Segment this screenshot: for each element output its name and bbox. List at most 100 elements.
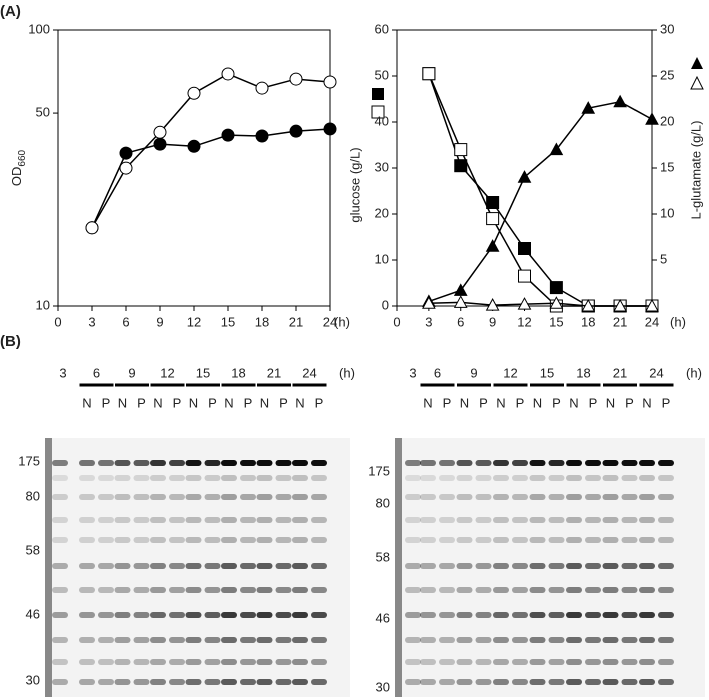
- time-label: 18: [576, 365, 590, 380]
- gel-band: [456, 637, 473, 643]
- mw-marker: 46: [376, 610, 390, 625]
- gel-band: [240, 679, 256, 685]
- ladder-strip: [45, 438, 52, 697]
- mw-marker: 58: [376, 549, 390, 564]
- gel-band: [204, 494, 221, 500]
- gel-band: [185, 637, 202, 643]
- lane-label: N: [153, 395, 162, 410]
- time-unit: (h): [339, 365, 355, 380]
- gel-band: [621, 475, 638, 481]
- gel-band: [292, 494, 308, 500]
- gel-band: [311, 587, 327, 593]
- gel-band: [529, 637, 546, 643]
- data-point: [518, 269, 531, 283]
- gel-band: [658, 537, 674, 543]
- time-label: 21: [613, 365, 627, 380]
- gel-band: [221, 659, 237, 665]
- gel-band: [292, 587, 308, 593]
- gel-band: [150, 587, 166, 593]
- gel-band: [98, 612, 114, 618]
- gel-band: [169, 563, 185, 569]
- mw-marker: 80: [376, 495, 390, 510]
- lane-label: P: [662, 395, 671, 410]
- gel-band: [79, 637, 95, 643]
- lane-label: N: [224, 395, 233, 410]
- y-axis-label: OD660: [9, 149, 27, 186]
- y2-tick-label: 10: [660, 205, 674, 220]
- gel-band: [256, 517, 273, 523]
- gel-band: [658, 637, 674, 643]
- time-label: 6: [434, 365, 441, 380]
- gel-band: [548, 637, 565, 643]
- gel-band: [221, 537, 237, 543]
- gel-band: [439, 637, 455, 643]
- gel-band: [439, 563, 455, 569]
- time-label: 15: [540, 365, 554, 380]
- y2-tick-label: 15: [660, 159, 674, 174]
- x-tick-label: 12: [187, 314, 201, 329]
- data-point: [187, 86, 201, 100]
- gel-band: [133, 659, 150, 665]
- gel-band: [639, 637, 655, 643]
- lane-label: P: [315, 395, 324, 410]
- gel-band: [658, 659, 674, 665]
- gel-band: [512, 612, 528, 618]
- gel-band: [79, 587, 95, 593]
- gel-band: [114, 460, 131, 466]
- gel-band: [621, 517, 638, 523]
- data-point: [454, 143, 468, 157]
- gel-band: [548, 517, 565, 523]
- gel-band: [512, 537, 528, 543]
- gel-band: [204, 537, 221, 543]
- gel-band: [150, 612, 166, 618]
- gel-band: [169, 494, 185, 500]
- gel-band: [52, 587, 68, 593]
- y-tick-label: 10: [36, 297, 50, 312]
- gel-band: [52, 475, 68, 481]
- gel-band: [150, 659, 166, 665]
- gel-band: [240, 637, 256, 643]
- gel-band: [420, 659, 436, 665]
- gel-band: [439, 517, 455, 523]
- gel-band: [420, 679, 436, 685]
- y2-tick-label: 25: [660, 67, 674, 82]
- gel-band: [405, 659, 421, 665]
- gel-band: [566, 537, 582, 543]
- y-tick-label: 30: [375, 159, 389, 174]
- gel-band: [311, 659, 327, 665]
- gel-band: [133, 679, 150, 685]
- gel-band: [185, 494, 202, 500]
- data-point: [323, 75, 337, 89]
- gel-band: [405, 460, 421, 466]
- gel-band: [221, 679, 237, 685]
- gel-band: [133, 517, 150, 523]
- gel-band: [256, 475, 273, 481]
- lane-label: N: [260, 395, 269, 410]
- gel-band: [456, 612, 473, 618]
- gel-band: [292, 563, 308, 569]
- gel-band: [529, 537, 546, 543]
- gel-band: [114, 475, 131, 481]
- gel-band: [256, 460, 273, 466]
- gel-band: [621, 537, 638, 543]
- gel-band: [621, 679, 638, 685]
- gel-band: [275, 637, 292, 643]
- gel-band: [639, 563, 655, 569]
- gel-band: [529, 563, 546, 569]
- gel-band: [52, 537, 68, 543]
- gel-band: [133, 612, 150, 618]
- data-point: [422, 67, 436, 81]
- gel-band: [602, 517, 619, 523]
- gel-band: [585, 563, 601, 569]
- gel-band: [150, 679, 166, 685]
- gel-band: [204, 517, 221, 523]
- data-point: [486, 212, 500, 226]
- data-point: [454, 159, 468, 173]
- lane-label: P: [137, 395, 146, 410]
- mw-marker: 175: [18, 453, 40, 468]
- ladder-strip: [395, 438, 402, 697]
- gel-band: [548, 679, 565, 685]
- gel-band: [475, 659, 492, 665]
- y2-tick-label: 30: [660, 21, 674, 36]
